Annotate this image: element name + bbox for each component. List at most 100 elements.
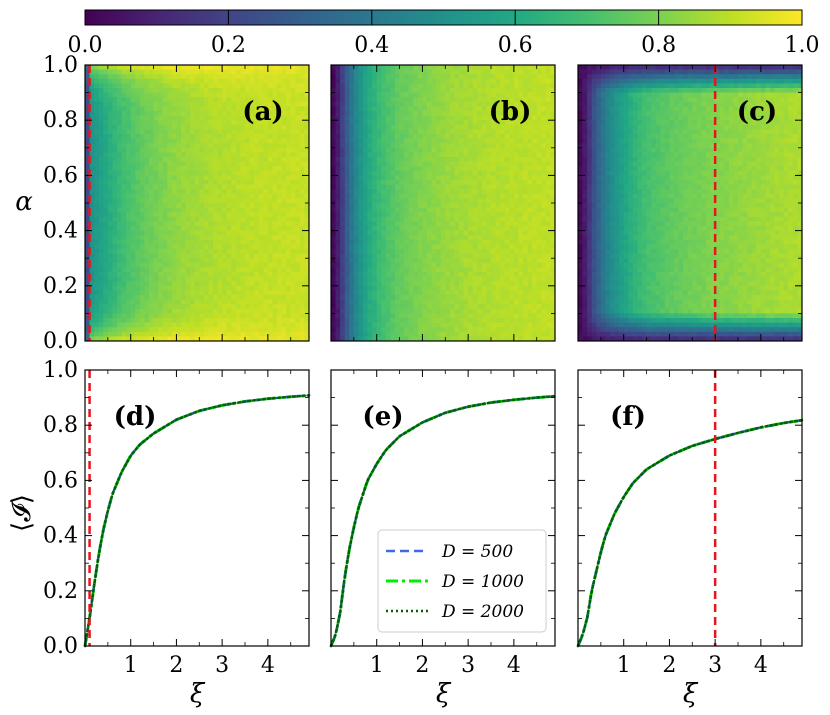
- heatmap-cell: [353, 65, 359, 70]
- heatmap-cell: [162, 69, 168, 75]
- heatmap-cell: [417, 198, 423, 204]
- heatmap-cell: [194, 281, 200, 287]
- heatmap-cell: [181, 226, 186, 231]
- heatmap-cell: [213, 216, 218, 222]
- heatmap-cell: [107, 267, 113, 273]
- heatmap-cell: [427, 193, 432, 199]
- heatmap-cell: [472, 74, 478, 80]
- heatmap-cell: [222, 327, 228, 333]
- heatmap-cell: [449, 106, 455, 112]
- heatmap-cell: [162, 97, 168, 103]
- heatmap-cell: [304, 88, 310, 93]
- heatmap-cell: [158, 134, 164, 139]
- heatmap-cell: [176, 124, 182, 130]
- heatmap-cell: [254, 161, 260, 167]
- heatmap-cell: [208, 166, 214, 172]
- heatmap-cell: [472, 230, 478, 236]
- heatmap-cell: [231, 101, 237, 107]
- heatmap-cell: [335, 134, 341, 139]
- heatmap-cell: [381, 184, 387, 190]
- heatmap-cell: [139, 78, 145, 84]
- heatmap-cell: [272, 262, 278, 268]
- heatmap-cell: [167, 285, 173, 291]
- heatmap-cell: [162, 226, 168, 231]
- heatmap-cell: [258, 78, 264, 84]
- heatmap-cell: [103, 74, 109, 80]
- heatmap-cell: [358, 134, 364, 139]
- heatmap-cell: [267, 290, 273, 296]
- heatmap-cell: [463, 115, 469, 121]
- heatmap-cell: [527, 221, 533, 227]
- heatmap-cell: [281, 272, 287, 277]
- heatmap-cell: [353, 239, 359, 245]
- heatmap-cell: [353, 138, 359, 144]
- heatmap-cell: [472, 97, 478, 103]
- heatmap-cell: [258, 115, 264, 121]
- heatmap-cell: [158, 221, 164, 227]
- heatmap-cell: [181, 318, 186, 323]
- heatmap-cell: [249, 88, 255, 93]
- heatmap-cell: [263, 318, 269, 323]
- heatmap-cell: [445, 193, 451, 199]
- heatmap-cell: [213, 166, 218, 172]
- heatmap-cell: [427, 198, 432, 204]
- heatmap-cell: [376, 120, 382, 126]
- heatmap-cell: [335, 147, 341, 153]
- heatmap-cell: [304, 290, 310, 296]
- heatmap-cell: [468, 101, 474, 107]
- heatmap-cell: [536, 78, 542, 84]
- heatmap-cell: [190, 203, 196, 208]
- heatmap-cell: [185, 152, 191, 158]
- heatmap-cell: [272, 226, 278, 231]
- heatmap-cell: [258, 313, 264, 319]
- heatmap-cell: [158, 180, 164, 185]
- heatmap-cell: [399, 184, 405, 190]
- heatmap-cell: [468, 226, 474, 231]
- heatmap-cell: [267, 184, 273, 190]
- heatmap-cell: [536, 212, 542, 218]
- heatmap-cell: [222, 299, 228, 305]
- heatmap-cell: [281, 216, 287, 222]
- heatmap-cell: [417, 230, 423, 236]
- heatmap-cell: [295, 313, 301, 319]
- heatmap-cell: [121, 276, 127, 282]
- heatmap-cell: [190, 74, 196, 80]
- heatmap-cell: [144, 124, 150, 130]
- heatmap-cell: [203, 276, 209, 282]
- heatmap-cell: [427, 189, 432, 195]
- heatmap-cell: [427, 180, 432, 185]
- heatmap-cell: [208, 69, 214, 75]
- heatmap-cell: [203, 92, 209, 98]
- heatmap-cell: [436, 203, 442, 208]
- heatmap-cell: [295, 193, 301, 199]
- heatmap-cell: [504, 111, 510, 116]
- heatmap-cell: [491, 230, 496, 236]
- heatmap-cell: [254, 69, 260, 75]
- heatmap-cell: [427, 166, 432, 172]
- heatmap-cell: [417, 124, 423, 130]
- heatmap-cell: [390, 170, 396, 176]
- heatmap-cell: [85, 226, 90, 231]
- heatmap-cell: [527, 74, 533, 80]
- heatmap-cell: [144, 106, 150, 112]
- heatmap-cell: [226, 175, 232, 181]
- heatmap-cell: [144, 143, 150, 149]
- heatmap-cell: [235, 69, 241, 75]
- heatmap-cell: [254, 212, 260, 218]
- heatmap-cell: [495, 180, 501, 185]
- heatmap-cell: [523, 152, 528, 158]
- heatmap-cell: [162, 157, 168, 162]
- heatmap-cell: [89, 299, 95, 305]
- heatmap-cell: [459, 239, 464, 245]
- heatmap-cell: [217, 327, 223, 333]
- heatmap-cell: [121, 313, 127, 319]
- heatmap-cell: [472, 115, 478, 121]
- heatmap-cell: [203, 203, 209, 208]
- heatmap-cell: [545, 134, 551, 139]
- heatmap-cell: [213, 318, 218, 323]
- heatmap-cell: [153, 336, 159, 342]
- heatmap-cell: [281, 124, 287, 130]
- heatmap-cell: [267, 258, 273, 264]
- heatmap-cell: [208, 239, 214, 245]
- heatmap-cell: [185, 313, 191, 319]
